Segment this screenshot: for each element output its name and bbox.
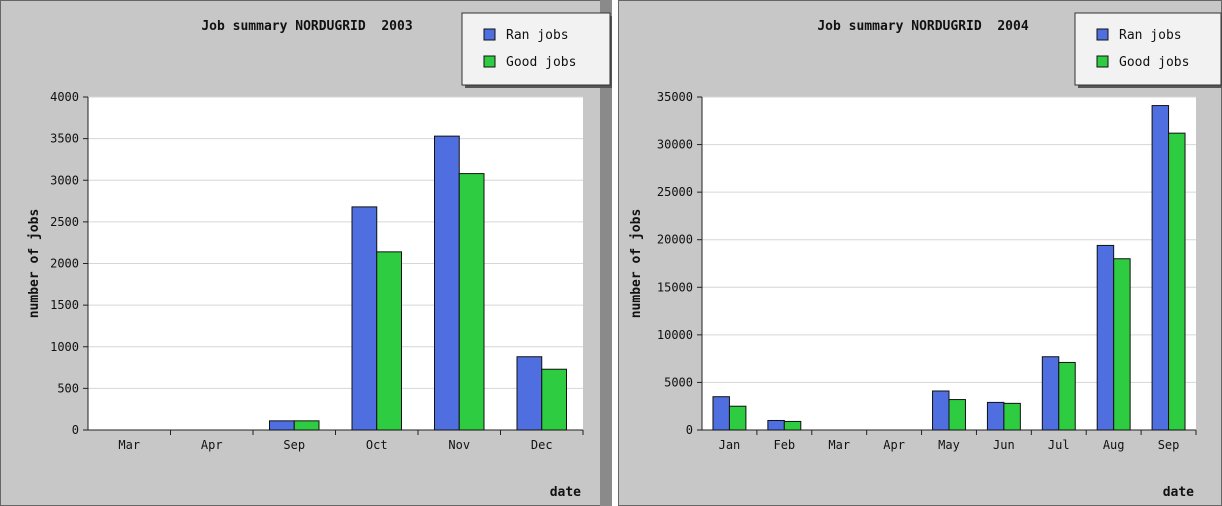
x-tick-label: Aug bbox=[1103, 438, 1125, 452]
y-tick-label: 0 bbox=[72, 423, 79, 437]
x-tick-label: Oct bbox=[366, 438, 388, 452]
x-tick-label: Feb bbox=[773, 438, 795, 452]
y-tick-label: 2500 bbox=[50, 215, 79, 229]
bar-good-nov bbox=[458, 173, 485, 431]
chart-panel-2003: 0 500 1000 1500 2000 2500 3000 3500 4000 Mar Apr Se… bbox=[0, 0, 612, 506]
legend-swatch-good bbox=[1096, 55, 1109, 68]
bar-ran-sep bbox=[269, 420, 295, 431]
bar-ran-aug bbox=[1096, 244, 1115, 431]
x-tick-label: Mar bbox=[828, 438, 850, 452]
bar-good-sep bbox=[293, 420, 320, 431]
chart-2004: 0 5000 10000 15000 20000 25000 30000 35000 Jan Fe… bbox=[618, 0, 1222, 506]
legend-box bbox=[1074, 12, 1222, 86]
bar-ran-jan bbox=[712, 396, 730, 431]
y-axis-label: number of jobs bbox=[629, 209, 644, 319]
y-tick-label: 1000 bbox=[50, 340, 79, 354]
y-tick-label: 35000 bbox=[657, 90, 693, 104]
y-tick-label: 3500 bbox=[50, 132, 79, 146]
chart-title: Job summary NORDUGRID 2004 bbox=[817, 19, 1028, 34]
x-tick-label: Apr bbox=[201, 438, 223, 452]
y-tick-label: 3000 bbox=[50, 173, 79, 187]
x-tick-label: Jan bbox=[719, 438, 741, 452]
y-tick-label: 10000 bbox=[657, 328, 693, 342]
bar-good-may bbox=[948, 399, 966, 431]
x-tick-label: Jun bbox=[993, 438, 1015, 452]
legend-label-good: Good jobs bbox=[1119, 55, 1189, 70]
bar-good-feb bbox=[783, 420, 802, 431]
x-tick-label: Dec bbox=[531, 438, 553, 452]
bar-good-aug bbox=[1113, 258, 1131, 431]
y-tick-label: 15000 bbox=[657, 280, 693, 294]
chart-panel-2004: 0 5000 10000 15000 20000 25000 30000 35000 Jan Fe… bbox=[618, 0, 1222, 506]
bar-good-sep bbox=[1168, 132, 1186, 431]
panel-edge-shadow bbox=[600, 0, 612, 506]
bar-ran-dec bbox=[516, 356, 543, 431]
bar-ran-feb bbox=[767, 419, 785, 431]
y-tick-label: 5000 bbox=[664, 375, 693, 389]
y-tick-label: 30000 bbox=[657, 138, 693, 152]
x-tick-label: Sep bbox=[1158, 438, 1180, 452]
legend-label-good: Good jobs bbox=[506, 55, 576, 70]
y-tick-label: 4000 bbox=[50, 90, 79, 104]
bar-good-dec bbox=[541, 368, 567, 431]
x-tick-label: Nov bbox=[448, 438, 470, 452]
legend-swatch-ran bbox=[483, 28, 496, 41]
bar-good-jan bbox=[728, 405, 747, 431]
y-tick-label: 25000 bbox=[657, 185, 693, 199]
x-tick-label: Apr bbox=[883, 438, 905, 452]
bar-ran-nov bbox=[434, 135, 460, 431]
bar-good-jun bbox=[1003, 402, 1021, 431]
chart-2003: 0 500 1000 1500 2000 2500 3000 3500 4000 Mar Apr Se… bbox=[0, 0, 612, 506]
bar-ran-jul bbox=[1041, 356, 1060, 431]
y-tick-label: 0 bbox=[686, 423, 693, 437]
y-tick-label: 2000 bbox=[50, 257, 79, 271]
x-tick-label: Sep bbox=[283, 438, 305, 452]
legend-box bbox=[461, 12, 611, 86]
y-tick-label: 20000 bbox=[657, 233, 693, 247]
y-axis-label: number of jobs bbox=[27, 209, 42, 319]
bar-ran-sep bbox=[1151, 105, 1170, 431]
bar-good-jul bbox=[1058, 361, 1076, 431]
x-axis-label: date bbox=[550, 485, 581, 500]
y-tick-label: 500 bbox=[57, 381, 79, 395]
legend-label-ran: Ran jobs bbox=[1119, 28, 1182, 43]
legend-swatch-good bbox=[483, 55, 496, 68]
chart-title: Job summary NORDUGRID 2003 bbox=[201, 19, 412, 34]
bar-ran-may bbox=[932, 390, 950, 431]
x-axis-label: date bbox=[1163, 485, 1194, 500]
bar-ran-jun bbox=[986, 401, 1005, 431]
y-tick-label: 1500 bbox=[50, 298, 79, 312]
legend-swatch-ran bbox=[1096, 28, 1109, 41]
x-tick-label: May bbox=[938, 438, 960, 452]
bar-ran-oct bbox=[351, 206, 378, 431]
x-tick-label: Jul bbox=[1048, 438, 1070, 452]
bar-good-oct bbox=[376, 251, 402, 431]
legend-label-ran: Ran jobs bbox=[506, 28, 569, 43]
x-tick-label: Mar bbox=[118, 438, 140, 452]
